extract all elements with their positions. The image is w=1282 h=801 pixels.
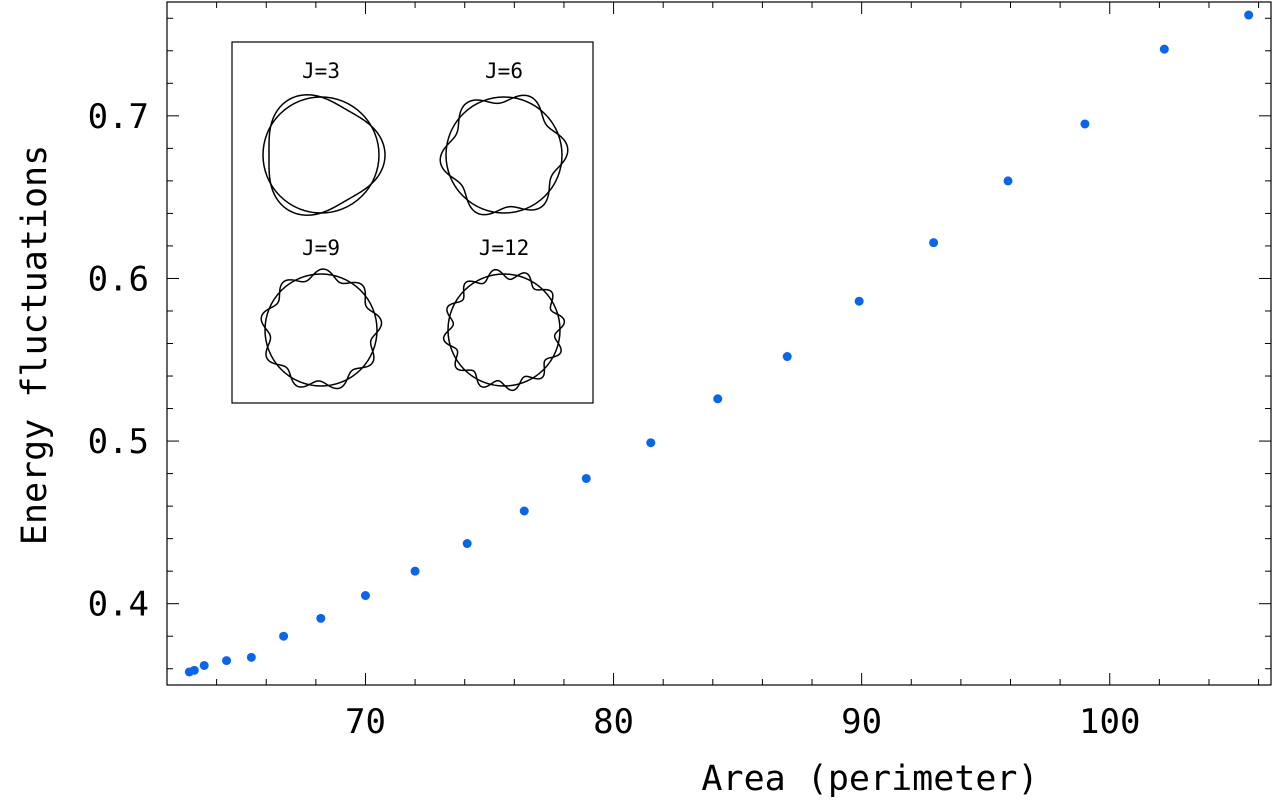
x-tick-label: 90 [841, 702, 882, 742]
x-axis-label: Area (perimeter) [701, 759, 1038, 799]
y-tick-label: 0.4 [88, 585, 149, 625]
data-point [410, 566, 420, 576]
data-point [1080, 119, 1090, 129]
data-point [713, 394, 723, 404]
x-tick-label: 70 [345, 702, 386, 742]
inset-label-j9: J=9 [302, 236, 340, 260]
inset-circle-J=12 [447, 273, 561, 387]
data-point [1159, 44, 1169, 54]
data-point [519, 506, 529, 516]
inset-label-j6: J=6 [485, 59, 523, 83]
inset-label-j3: J=3 [302, 59, 340, 83]
x-tick-label: 100 [1079, 702, 1140, 742]
inset-label-j12: J=12 [479, 236, 530, 260]
data-point [199, 660, 209, 670]
inset-wavy-shape-J=6 [439, 94, 569, 216]
tick-labels: 70 80 90 100 0.4 0.5 0.6 0.7 [88, 97, 1141, 742]
data-point [316, 613, 326, 623]
data-point [360, 591, 370, 601]
data-point [222, 656, 232, 666]
data-point [1003, 176, 1013, 186]
data-point [581, 473, 591, 483]
inset-wavy-shape-J=12 [442, 268, 566, 392]
data-point [1244, 10, 1254, 20]
inset-circle-J=9 [264, 273, 378, 387]
data-point [929, 238, 939, 248]
ticks [167, 2, 1271, 685]
y-axis-label: Energy fluctuations [15, 145, 55, 545]
inset-wavy-shape-J=3 [268, 94, 386, 216]
y-tick-label: 0.6 [88, 259, 149, 299]
data-point [246, 652, 256, 662]
y-tick-label: 0.7 [88, 97, 149, 137]
inset-circle-J=6 [445, 96, 563, 214]
data-point [854, 296, 864, 306]
inset-frame [231, 41, 594, 404]
inset-shapes [260, 94, 569, 392]
data-point [462, 539, 472, 549]
data-points [184, 10, 1254, 677]
inset-panel: J=3 J=6 J=9 J=12 [231, 41, 594, 404]
data-point [782, 352, 792, 362]
data-point [279, 631, 289, 641]
data-point [646, 438, 656, 448]
x-tick-label: 80 [593, 702, 634, 742]
y-tick-label: 0.5 [88, 422, 149, 462]
inset-wavy-shape-J=9 [260, 268, 383, 390]
data-point [189, 665, 199, 675]
